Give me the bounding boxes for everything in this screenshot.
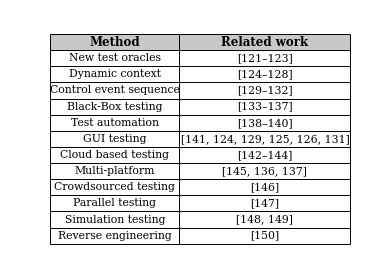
Text: [129–132]: [129–132] — [237, 86, 293, 95]
Bar — [179, 195, 350, 211]
Text: [150]: [150] — [250, 231, 280, 241]
Text: Reverse engineering: Reverse engineering — [58, 231, 172, 241]
Bar — [50, 147, 179, 163]
Text: GUI testing: GUI testing — [83, 134, 147, 144]
Bar — [50, 115, 179, 131]
Bar — [50, 66, 179, 82]
Text: [148, 149]: [148, 149] — [237, 214, 293, 224]
Text: Simulation testing: Simulation testing — [65, 214, 165, 224]
Text: Control event sequence: Control event sequence — [50, 86, 180, 95]
Bar — [179, 163, 350, 179]
Text: Test automation: Test automation — [71, 118, 159, 128]
Bar — [50, 98, 179, 115]
Bar — [50, 211, 179, 228]
Text: Multi-platform: Multi-platform — [75, 166, 155, 176]
Text: [133–137]: [133–137] — [237, 102, 293, 112]
Bar — [179, 179, 350, 195]
Text: Dynamic context: Dynamic context — [69, 69, 161, 79]
Bar — [179, 211, 350, 228]
Text: Cloud based testing: Cloud based testing — [60, 150, 169, 160]
Bar — [50, 50, 179, 66]
Bar — [50, 163, 179, 179]
Bar — [179, 147, 350, 163]
Text: [121–123]: [121–123] — [237, 53, 293, 63]
Text: [145, 136, 137]: [145, 136, 137] — [222, 166, 307, 176]
Text: Crowdsourced testing: Crowdsourced testing — [54, 182, 175, 192]
Text: New test oracles: New test oracles — [69, 53, 161, 63]
Bar — [50, 34, 179, 50]
Bar — [179, 66, 350, 82]
Bar — [50, 228, 179, 244]
Text: [146]: [146] — [250, 182, 280, 192]
Text: [124–128]: [124–128] — [237, 69, 293, 79]
Bar — [179, 82, 350, 98]
Text: Black-Box testing: Black-Box testing — [67, 102, 163, 112]
Text: [142–144]: [142–144] — [237, 150, 292, 160]
Bar — [50, 82, 179, 98]
Text: Method: Method — [90, 36, 140, 49]
Bar — [50, 195, 179, 211]
Bar — [179, 115, 350, 131]
Text: [147]: [147] — [250, 198, 280, 208]
Text: Parallel testing: Parallel testing — [74, 198, 156, 208]
Bar — [179, 34, 350, 50]
Bar — [50, 131, 179, 147]
Bar — [179, 131, 350, 147]
Bar — [50, 179, 179, 195]
Text: [138–140]: [138–140] — [237, 118, 293, 128]
Text: Related work: Related work — [221, 36, 308, 49]
Bar — [179, 98, 350, 115]
Text: [141, 124, 129, 125, 126, 131]: [141, 124, 129, 125, 126, 131] — [181, 134, 349, 144]
Bar — [179, 228, 350, 244]
Bar — [179, 50, 350, 66]
